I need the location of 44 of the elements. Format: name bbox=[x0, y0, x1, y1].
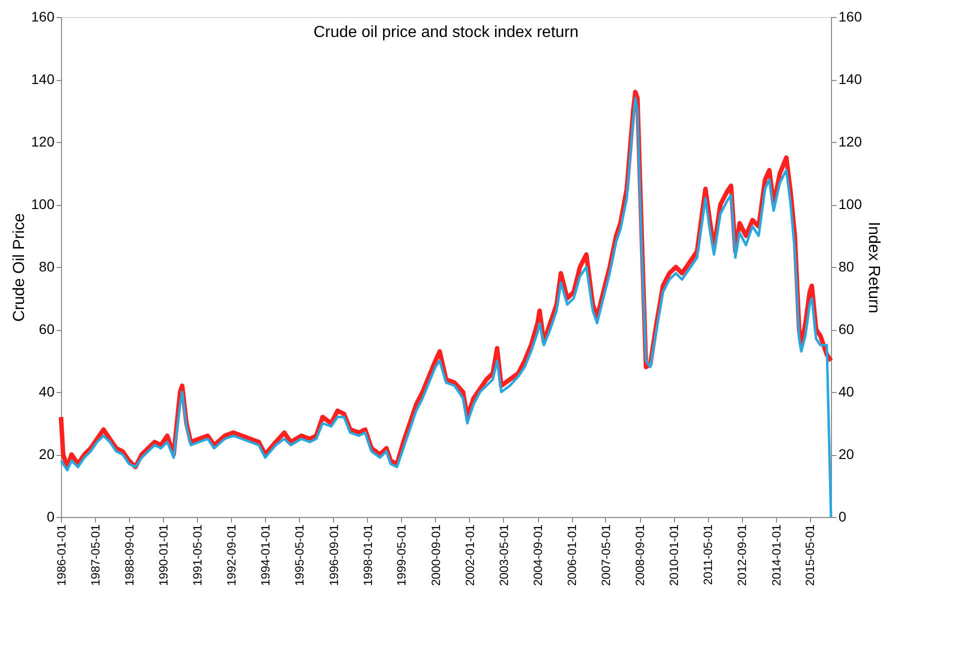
x-tick-label: 2012-09-01 bbox=[735, 524, 750, 586]
y2-tick-label: 80 bbox=[838, 258, 854, 274]
y2-axis-title: Index Return bbox=[864, 222, 882, 314]
x-tick-label: 1995-05-01 bbox=[292, 524, 307, 586]
x-tick-label: 2014-01-01 bbox=[769, 524, 784, 586]
y-tick-label: 140 bbox=[31, 71, 55, 87]
y-tick-label: 0 bbox=[46, 508, 55, 524]
x-tick-label: 1998-01-01 bbox=[360, 524, 375, 586]
x-tick-label: 2000-09-01 bbox=[428, 524, 443, 586]
y2-tick-label: 0 bbox=[838, 508, 846, 524]
y2-tick-label: 100 bbox=[838, 196, 862, 212]
y-tick-label: 80 bbox=[38, 258, 55, 274]
x-tick-label: 2006-01-01 bbox=[565, 524, 580, 586]
x-tick-label: 1990-01-01 bbox=[156, 524, 171, 586]
x-tick-label: 2003-05-01 bbox=[496, 524, 511, 586]
y2-tick-label: 20 bbox=[838, 446, 854, 462]
x-tick-label: 2002-01-01 bbox=[462, 524, 477, 586]
y2-tick-label: 60 bbox=[838, 321, 854, 337]
y-tick-label: 160 bbox=[31, 8, 55, 24]
x-tick-label: 2007-05-01 bbox=[598, 524, 613, 586]
x-tick-label: 1988-09-01 bbox=[122, 524, 137, 586]
x-tick-label: 2008-09-01 bbox=[633, 524, 648, 586]
x-tick-label: 2004-09-01 bbox=[531, 524, 546, 586]
x-tick-label: 1996-09-01 bbox=[326, 524, 341, 586]
x-tick-label: 1991-05-01 bbox=[190, 524, 205, 586]
x-tick-label: 1999-05-01 bbox=[394, 524, 409, 586]
y-tick-label: 60 bbox=[38, 321, 55, 337]
x-tick-label: 1987-05-01 bbox=[88, 524, 102, 586]
x-tick-label: 1992-09-01 bbox=[224, 524, 239, 586]
y2-tick-label: 140 bbox=[838, 71, 862, 87]
y2-tick-label: 120 bbox=[838, 134, 862, 150]
y2-tick-label: 40 bbox=[838, 384, 854, 400]
x-tick-label: 1986-01-01 bbox=[54, 524, 68, 586]
x-tick-label: 2010-01-01 bbox=[667, 524, 682, 586]
y2-tick-label: 160 bbox=[838, 8, 862, 24]
y-tick-label: 20 bbox=[38, 446, 55, 462]
y-axis-title: Crude Oil Price bbox=[11, 213, 28, 322]
x-tick-label: 2011-05-01 bbox=[701, 524, 716, 585]
x-tick-label: 2015-05-01 bbox=[803, 524, 818, 586]
y-tick-label: 120 bbox=[31, 134, 55, 150]
y-tick-label: 100 bbox=[31, 196, 55, 212]
chart-title: Crude oil price and stock index return bbox=[313, 24, 579, 41]
x-tick-label: 1994-01-01 bbox=[258, 524, 273, 586]
y-tick-label: 40 bbox=[38, 384, 55, 400]
